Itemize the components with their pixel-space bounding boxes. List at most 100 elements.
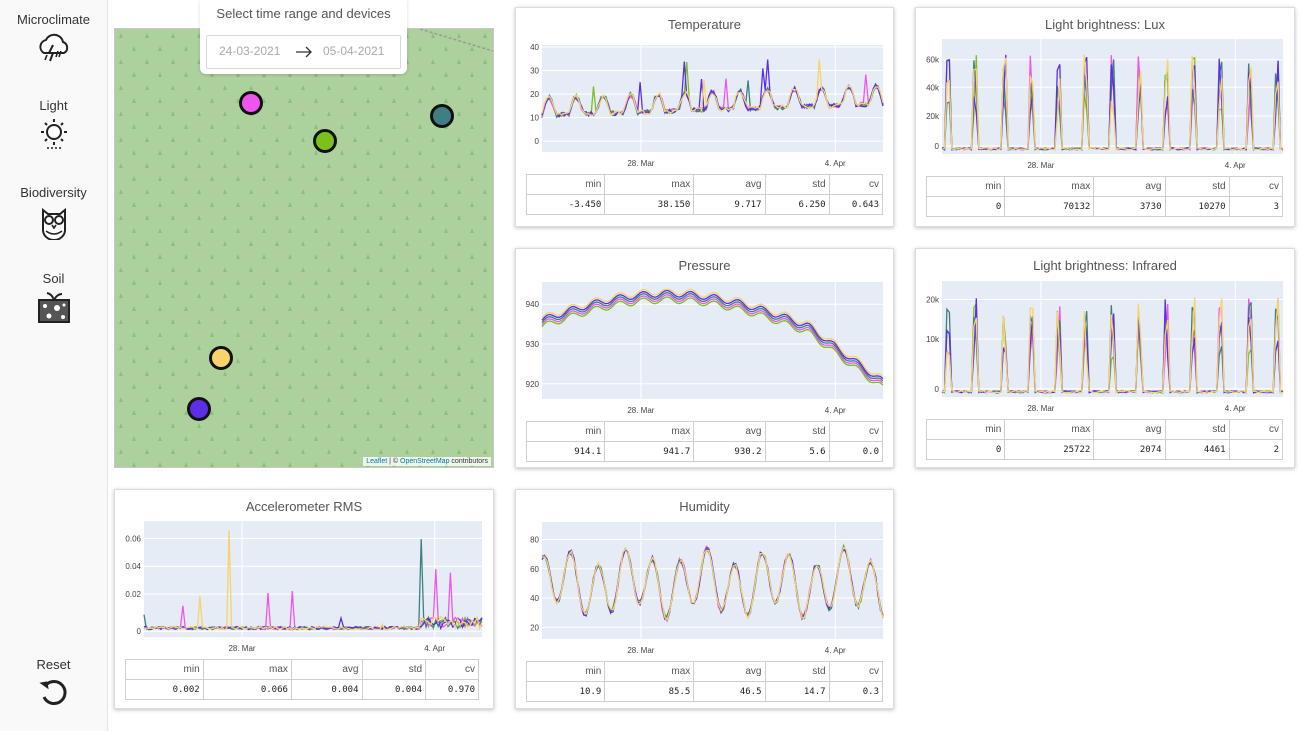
- stats-value-std: 14.7: [764, 681, 830, 702]
- stats-value-min: 0: [925, 196, 1006, 217]
- leaflet-link[interactable]: Leaflet: [366, 458, 388, 465]
- stats-header-avg: avg: [1093, 176, 1166, 197]
- stats-value-std: 5.6: [764, 441, 830, 462]
- y-tick-label: 20: [530, 623, 539, 632]
- date-range-picker[interactable]: 24-03-2021 05-04-2021: [206, 35, 401, 69]
- soil-icon: [37, 292, 70, 323]
- chart-card-temperature: Temperature 28. Mar 4. Apr 40 30 20 10 0 min max a…: [515, 7, 894, 227]
- stats-table: min max avg std cv -3.450 38.150 9.717 6.250 0.64…: [525, 174, 884, 215]
- stats-value-avg: 9.717: [693, 194, 766, 215]
- stats-header-max: max: [202, 659, 292, 680]
- device-marker-magenta[interactable]: [239, 91, 263, 115]
- stats-value-max: 941.7: [604, 441, 695, 462]
- y-tick-label: 40k: [926, 83, 940, 92]
- end-date-input[interactable]: 05-04-2021: [323, 44, 385, 58]
- y-tick-label: 0: [137, 627, 142, 636]
- stats-value-avg: 930.2: [693, 441, 766, 462]
- nav-soil[interactable]: Soil: [0, 271, 107, 324]
- stats-table: min max avg std cv 914.1 941.7 930.2 5.6 0.0: [525, 421, 884, 462]
- chart-title: Humidity: [679, 499, 730, 514]
- stats-header-avg: avg: [693, 174, 766, 195]
- series-line: [541, 296, 884, 386]
- stats-header-cv: cv: [1228, 419, 1284, 440]
- device-marker-teal[interactable]: [430, 104, 454, 128]
- stats-header-min: min: [125, 659, 204, 680]
- start-date-input[interactable]: 24-03-2021: [219, 44, 281, 58]
- stats-value-std: 0.004: [361, 679, 427, 700]
- nav-microclimate[interactable]: Microclimate: [0, 12, 107, 65]
- y-tick-label: 10k: [926, 335, 940, 344]
- chart-plot[interactable]: 28. Mar 4. Apr 20k 10k 0: [916, 249, 1293, 419]
- stats-value-std: 4461: [1164, 439, 1230, 460]
- series-line: [941, 297, 1284, 394]
- series-line: [143, 530, 483, 631]
- stats-header-max: max: [1004, 419, 1095, 440]
- chart-title: Accelerometer RMS: [245, 499, 363, 514]
- chart-plot[interactable]: 28. Mar 4. Apr 80 60 40 20: [516, 490, 893, 660]
- y-tick-label: 40: [530, 43, 539, 52]
- y-tick-label: 20k: [926, 112, 940, 121]
- series-line: [541, 546, 884, 622]
- device-marker-green[interactable]: [313, 129, 337, 153]
- x-tick-label: 4. Apr: [825, 646, 846, 655]
- attribution-separator: | ©: [389, 458, 399, 465]
- stats-value-cv: 3: [1228, 196, 1284, 217]
- stats-header-std: std: [1164, 419, 1230, 440]
- y-tick-label: 80: [530, 536, 539, 545]
- reset-button[interactable]: Reset: [0, 657, 107, 710]
- y-tick-label: 0: [535, 137, 540, 146]
- x-tick-label: 28. Mar: [627, 646, 654, 655]
- y-tick-label: 0: [935, 385, 940, 394]
- y-tick-label: 0.04: [125, 562, 141, 571]
- series-line: [941, 54, 1284, 151]
- nav-biodiversity-label: Biodiversity: [20, 185, 87, 200]
- stats-value-min: 0: [925, 439, 1006, 460]
- stats-table: min max avg std cv 0 70132 3730 10270 3: [925, 176, 1284, 217]
- stats-table: min max avg std cv 0.002 0.066 0.004 0.004 0.970: [125, 659, 479, 700]
- cloud-lightning-icon: [38, 33, 68, 62]
- series-line: [541, 294, 884, 384]
- chart-title: Temperature: [668, 17, 741, 32]
- chart-card-lux: Light brightness: Lux 28. Mar 4. Apr 60k 40k…: [915, 7, 1295, 227]
- stats-header-min: min: [525, 661, 606, 682]
- stats-value-avg: 0.004: [290, 679, 363, 700]
- stats-header-std: std: [764, 421, 830, 442]
- stats-header-max: max: [604, 174, 695, 195]
- series-line: [541, 289, 884, 380]
- nav-biodiversity[interactable]: Biodiversity: [0, 185, 107, 240]
- stats-header-max: max: [604, 661, 695, 682]
- reset-icon: [38, 680, 67, 705]
- time-range-panel: Select time range and devices 24-03-2021…: [200, 0, 407, 74]
- osm-link[interactable]: OpenStreetMap: [400, 458, 450, 465]
- stats-header-min: min: [525, 421, 606, 442]
- y-tick-label: 10: [530, 114, 539, 123]
- plot-background: [144, 521, 482, 637]
- chart-plot[interactable]: 28. Mar 4. Apr 0.06 0.04 0.02 0: [115, 490, 492, 660]
- device-map[interactable]: Leaflet | © OpenStreetMap contributors: [114, 28, 494, 468]
- nav-light-label: Light: [39, 98, 68, 113]
- stats-value-min: -3.450: [525, 194, 606, 215]
- stats-header-avg: avg: [693, 661, 766, 682]
- chart-plot[interactable]: 28. Mar 4. Apr 940 930 920: [516, 249, 893, 419]
- device-marker-purple[interactable]: [187, 397, 211, 421]
- stats-value-std: 10270: [1164, 196, 1230, 217]
- x-tick-label: 4. Apr: [825, 159, 846, 168]
- x-tick-label: 4. Apr: [1225, 404, 1246, 413]
- device-marker-yellow[interactable]: [209, 346, 233, 370]
- stats-value-cv: 0.970: [425, 679, 479, 700]
- y-tick-label: 20k: [926, 296, 940, 305]
- stats-value-cv: 0.3: [828, 681, 884, 702]
- stats-value-max: 25722: [1004, 439, 1095, 460]
- chart-plot[interactable]: 28. Mar 4. Apr 40 30 20 10 0: [516, 8, 893, 178]
- stats-header-min: min: [925, 419, 1006, 440]
- nav-soil-label: Soil: [42, 271, 65, 286]
- sun-icon: [40, 119, 67, 149]
- y-tick-label: 0: [935, 142, 940, 151]
- stats-header-cv: cv: [425, 659, 479, 680]
- y-tick-label: 60k: [926, 56, 940, 65]
- chart-plot[interactable]: 28. Mar 4. Apr 60k 40k 20k 0: [916, 8, 1293, 178]
- y-tick-label: 40: [530, 594, 539, 603]
- stats-value-cv: 0.0: [828, 441, 884, 462]
- map-attribution: Leaflet | © OpenStreetMap contributors: [363, 457, 491, 466]
- nav-light[interactable]: Light: [0, 98, 107, 151]
